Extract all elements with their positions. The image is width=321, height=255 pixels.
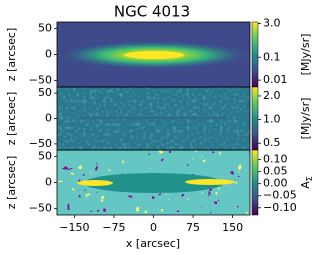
colorbar-tick-label: −0.10 <box>263 201 297 214</box>
colorbar-label: AΣ <box>299 176 314 189</box>
colorbar-tick-label: 0.5 <box>263 136 281 149</box>
y-axis-label: z [arcsec] <box>5 156 18 209</box>
y-tick-label: −50 <box>29 202 52 215</box>
y-tick-label: 50 <box>38 21 52 34</box>
y-tick-label: −50 <box>29 137 52 150</box>
colorbar-label-text: [MJy/sr] <box>299 98 312 140</box>
chart-title: NGC 4013 <box>114 3 190 21</box>
y-tick-label: 50 <box>38 86 52 99</box>
colorbar <box>251 149 259 216</box>
y-tick-label: 0 <box>45 112 52 125</box>
x-axis-label: x [arcsec] <box>126 237 180 250</box>
x-tick-label: −75 <box>102 221 125 234</box>
x-tick-label: 0 <box>150 221 157 234</box>
galaxy-core <box>124 51 184 59</box>
colorbar-tick-label: 3.0 <box>263 17 281 30</box>
x-tick-label: 150 <box>222 221 243 234</box>
y-tick-label: 0 <box>45 48 52 61</box>
x-tick-label: −150 <box>59 221 89 234</box>
colorbar-tick-label: 0.10 <box>263 153 288 166</box>
x-tick-label: 75 <box>186 221 200 234</box>
y-tick-label: 50 <box>38 149 52 162</box>
image-3-feature <box>77 180 113 186</box>
y-axis-label: z [arcsec] <box>5 92 18 145</box>
y-tick-label: 0 <box>45 176 52 189</box>
image-3-band <box>84 173 224 193</box>
panel-images <box>57 22 250 215</box>
colorbar-tick-label: 0.05 <box>263 165 288 178</box>
colorbar-tick-label: 0.01 <box>263 73 288 86</box>
colorbar-tick-label: 2.0 <box>263 89 281 102</box>
colorbar-label: [MJy/sr] <box>299 98 312 140</box>
colorbar-tick-label: 1.0 <box>263 113 281 126</box>
colorbar-tick-label: 0.1 <box>263 50 281 63</box>
image-3-feature <box>185 179 235 185</box>
colorbar-label: [MJy/sr] <box>299 34 312 76</box>
y-tick-label: −50 <box>29 74 52 87</box>
colorbar-label-text: A <box>299 181 312 189</box>
colorbar-tick-label: 0.00 <box>263 177 288 190</box>
colorbar-tick-label: −0.05 <box>263 189 297 202</box>
colorbar-label-text: [MJy/sr] <box>299 34 312 76</box>
y-axis-label: z [arcsec] <box>5 28 18 81</box>
colorbar-label-sub: Σ <box>305 176 314 181</box>
colorbar <box>251 86 259 151</box>
colorbar <box>251 21 259 88</box>
